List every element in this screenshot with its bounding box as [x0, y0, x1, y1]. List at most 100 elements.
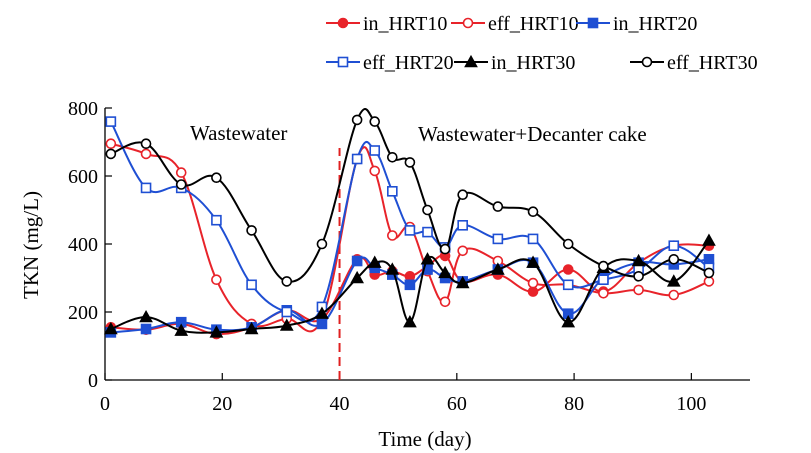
data-point: [385, 262, 400, 275]
data-point: [209, 325, 224, 338]
data-point: [211, 274, 222, 286]
data-point: [422, 226, 433, 238]
data-point: [703, 267, 715, 279]
data-point: [369, 116, 381, 127]
data-point: [598, 287, 609, 299]
legend-label: eff_HRT30: [667, 52, 758, 74]
data-point: [462, 17, 474, 29]
data-point: [422, 204, 433, 216]
series-in-hrt30: [104, 233, 716, 338]
data-point: [527, 206, 539, 217]
data-point: [491, 262, 505, 275]
data-point: [668, 240, 680, 251]
data-point: [404, 279, 416, 291]
x-tick-label: 60: [447, 393, 467, 415]
data-point: [279, 318, 294, 331]
data-point: [641, 56, 653, 68]
annotation-wastewater-decanter-cake: Wastewater+Decanter cake: [418, 122, 647, 146]
data-point: [387, 152, 398, 163]
data-point: [350, 270, 364, 284]
data-point: [562, 238, 574, 250]
y-tick-label: 0: [88, 370, 98, 392]
data-point: [598, 260, 609, 272]
data-point: [104, 321, 118, 335]
data-point: [666, 274, 681, 287]
data-point: [562, 279, 574, 291]
data-point: [439, 243, 451, 255]
data-point: [561, 315, 576, 328]
data-point: [105, 116, 117, 127]
data-point: [439, 296, 451, 308]
data-point: [140, 138, 152, 149]
data-point: [668, 289, 680, 301]
data-point: [175, 179, 187, 190]
data-point: [562, 264, 574, 275]
data-point: [631, 253, 646, 267]
y-tick-label: 200: [68, 302, 98, 324]
x-tick-label: 100: [676, 393, 706, 415]
data-point: [492, 201, 504, 212]
data-point: [492, 233, 504, 245]
legend-label: eff_HRT20: [363, 52, 454, 74]
data-point: [457, 189, 468, 200]
legend-item: eff_HRT20: [326, 52, 454, 74]
legend-item: eff_HRT30: [630, 52, 758, 74]
x-tick-label: 0: [100, 393, 110, 415]
data-point: [281, 306, 293, 318]
annotation-wastewater: Wastewater: [190, 121, 287, 145]
data-point: [633, 284, 644, 296]
data-point: [464, 54, 478, 68]
data-point: [703, 254, 715, 265]
y-tick-label: 400: [68, 234, 98, 256]
data-point: [244, 321, 259, 335]
data-point: [455, 275, 470, 289]
legend-label: eff_HRT10: [488, 13, 579, 35]
legend-label: in_HRT20: [613, 13, 697, 35]
legend: in_HRT10 eff_HRT10 in_HRT20 eff_HRT20 in_HRT…: [326, 13, 758, 74]
data-point: [175, 167, 187, 178]
data-point: [281, 276, 293, 287]
data-point: [668, 253, 680, 265]
x-tick-label: 80: [564, 393, 584, 415]
data-point: [140, 182, 152, 194]
data-point: [140, 148, 152, 160]
data-point: [404, 270, 416, 282]
data-point: [174, 323, 189, 336]
data-point: [246, 279, 257, 291]
axes: 0 200 400 600 800 0 20 40 60 80 100: [68, 98, 750, 415]
legend-label: in_HRT10: [363, 13, 447, 35]
data-point: [351, 153, 363, 165]
data-point: [403, 315, 417, 328]
y-tick-label: 600: [68, 166, 98, 188]
data-point: [457, 245, 468, 257]
data-point: [387, 230, 398, 241]
data-point: [369, 145, 381, 156]
data-point: [387, 186, 398, 197]
legend-label: in_HRT30: [491, 52, 575, 74]
data-point: [316, 318, 328, 330]
x-axis-title: Time (day): [378, 427, 471, 451]
data-point: [211, 172, 222, 183]
series-eff-hrt30: [105, 107, 715, 287]
data-point: [703, 276, 715, 287]
data-point: [351, 114, 363, 126]
data-point: [633, 270, 644, 282]
data-point: [337, 17, 349, 29]
data-point: [246, 225, 257, 236]
data-point: [211, 214, 222, 226]
data-point: [527, 233, 539, 245]
data-point: [598, 274, 609, 286]
data-point: [315, 306, 329, 319]
data-point: [404, 157, 416, 168]
data-point: [526, 255, 540, 268]
data-point: [105, 148, 117, 160]
data-point: [139, 309, 153, 323]
data-point: [420, 252, 435, 265]
series-line: [110, 142, 710, 333]
series-layer: [104, 107, 716, 340]
x-tick-label: 20: [212, 393, 232, 415]
data-point: [404, 225, 416, 236]
data-point: [351, 255, 363, 267]
data-point: [457, 220, 468, 231]
